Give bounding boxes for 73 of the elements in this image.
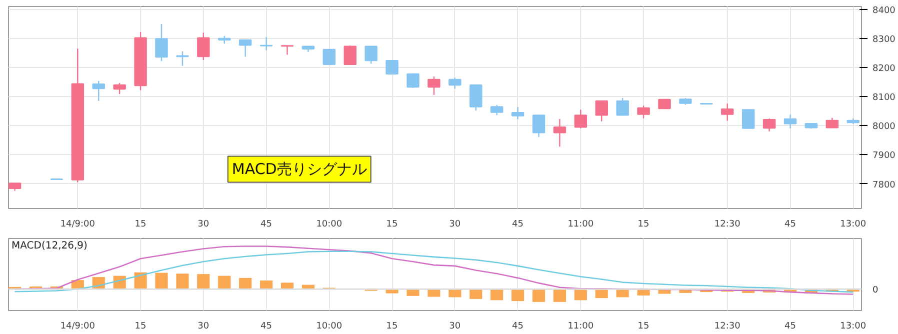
x-tick-label: 13:00 [840, 322, 866, 332]
candlestick [784, 114, 797, 129]
candlestick [155, 23, 168, 62]
candlestick [721, 102, 734, 122]
x-tick-label: 15 [638, 322, 650, 332]
candlestick [260, 36, 273, 51]
bar [280, 282, 294, 290]
bar [155, 272, 168, 290]
y-tick-label: 7900 [872, 151, 896, 162]
x-tick-label: 13:00 [840, 220, 866, 230]
candlestick [92, 80, 105, 102]
x-tick-label: 11:00 [568, 220, 594, 230]
bar [260, 280, 273, 290]
x-tick-label: 12:30 [714, 322, 741, 332]
x-tick-label: 30 [198, 220, 210, 230]
candlestick [406, 72, 420, 88]
y-tick-label: 8200 [872, 64, 896, 74]
candlestick [280, 44, 294, 56]
x-tick-label: 15 [386, 322, 398, 332]
candlestick [742, 108, 755, 130]
y-tick-label: 8100 [872, 93, 896, 104]
candlestick [595, 100, 608, 122]
ref-line-label: 0 [872, 286, 878, 296]
candlestick [553, 118, 566, 148]
x-tick-label: 11:00 [568, 322, 594, 332]
bar [197, 274, 210, 290]
bar [218, 276, 231, 290]
x-tick-label: 15 [134, 322, 146, 332]
x-tick-label: 30 [449, 322, 461, 332]
candlestick [490, 104, 504, 116]
y-tick-label: 8400 [872, 6, 896, 16]
x-tick-label: 14/9:00 [60, 220, 96, 230]
candlestick [532, 114, 546, 138]
y-tick-label: 7800 [872, 180, 896, 190]
candlestick [344, 44, 356, 66]
annotation: MACD売りシグナル [232, 160, 367, 178]
candlestick [113, 82, 126, 95]
x-tick-label: 45 [260, 220, 272, 230]
candlestick [197, 32, 210, 61]
x-tick-label: 12:30 [714, 220, 741, 230]
bar [532, 289, 546, 302]
x-tick-label: 15 [134, 220, 146, 230]
candlestick [470, 84, 482, 112]
x-tick-label: 45 [260, 322, 272, 332]
x-tick-label: 45 [512, 322, 524, 332]
candlestick [428, 76, 440, 96]
candlestick [637, 105, 650, 119]
x-tick-label: 45 [784, 322, 796, 332]
candlestick [322, 48, 336, 65]
bar [512, 289, 524, 302]
candlestick [511, 106, 524, 120]
x-tick-label: 30 [449, 220, 461, 230]
candlestick [238, 39, 252, 58]
x-tick-label: 45 [512, 220, 524, 230]
candlestick [448, 77, 462, 90]
candlestick [574, 109, 588, 129]
x-tick-label: 15 [638, 220, 650, 230]
x-tick-label: 14/9:00 [60, 322, 96, 332]
bar [176, 274, 189, 290]
x-tick-label: 15 [386, 220, 398, 230]
bar [553, 289, 566, 302]
x-tick-label: 10:00 [316, 322, 342, 332]
y-tick-label: 8300 [872, 34, 896, 45]
candlestick [364, 46, 378, 64]
candlestick [616, 97, 629, 116]
x-tick-label: 10:00 [316, 220, 342, 230]
candlestick [826, 117, 839, 128]
x-tick-label: 30 [198, 322, 210, 332]
y-tick-label: 8000 [872, 122, 896, 132]
bar [239, 278, 252, 290]
x-tick-label: 45 [784, 220, 796, 230]
candlestick [762, 118, 776, 132]
chart-title: MACD(12,26,9) [12, 240, 88, 252]
